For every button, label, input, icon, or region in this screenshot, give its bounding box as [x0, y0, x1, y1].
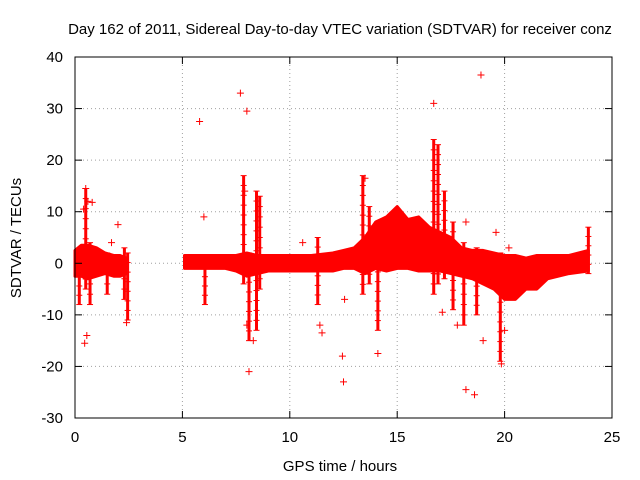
data-point: [505, 244, 513, 252]
x-tick-label: 5: [178, 429, 186, 446]
data-point: [249, 337, 257, 345]
data-band-block-1: [73, 243, 129, 281]
y-tick-label: -20: [41, 358, 63, 375]
data-point: [114, 221, 122, 229]
x-axis-label: GPS time / hours: [283, 458, 397, 475]
data-point: [471, 391, 479, 399]
x-tick-label: 10: [281, 429, 298, 446]
y-tick-label: 30: [46, 101, 63, 118]
data-point: [462, 386, 470, 394]
data-point: [453, 321, 461, 329]
data-point: [108, 239, 116, 247]
data-point: [245, 368, 253, 376]
data-point: [82, 185, 90, 193]
data-point: [316, 321, 324, 329]
data-point: [81, 339, 89, 347]
chart-title: Day 162 of 2011, Sidereal Day-to-day VTE…: [68, 21, 612, 38]
data-point: [479, 337, 487, 345]
data-point: [83, 331, 91, 339]
data-point: [318, 329, 326, 337]
data-point: [501, 326, 509, 334]
x-tick-label: 0: [71, 429, 79, 446]
data-point: [243, 107, 251, 115]
y-tick-label: 0: [55, 255, 63, 272]
plot-frame: [74, 56, 613, 419]
data-points: [73, 71, 592, 399]
data-point: [84, 197, 92, 205]
y-tick-label: -30: [41, 410, 63, 427]
data-point: [477, 71, 485, 79]
data-point: [340, 378, 347, 386]
data-point: [338, 352, 346, 360]
data-point: [88, 198, 96, 206]
data-point: [497, 360, 505, 368]
y-tick-label: -10: [41, 307, 63, 324]
data-point: [236, 89, 244, 97]
data-point: [361, 174, 369, 182]
data-point: [492, 228, 500, 236]
y-tick-label: 20: [46, 152, 63, 169]
data-point: [430, 99, 438, 107]
data-point: [299, 239, 307, 247]
y-tick-label: 10: [46, 204, 63, 221]
data-point: [196, 117, 204, 125]
grid-lines: [75, 57, 612, 418]
data-point: [243, 321, 251, 329]
y-axis-label: SDTVAR / TECUs: [8, 178, 25, 298]
data-point: [374, 350, 382, 358]
data-point: [462, 218, 470, 226]
y-tick-label: 40: [46, 49, 63, 66]
data-point: [438, 308, 446, 316]
data-point: [341, 295, 349, 303]
x-tick-label: 25: [604, 429, 621, 446]
data-point: [200, 213, 208, 221]
axis-ticks: 0 5 10 15 20 25 -30 -20 -10 0 10 20 30 40: [41, 49, 620, 446]
data-point: [80, 205, 88, 213]
x-tick-label: 15: [389, 429, 406, 446]
x-tick-label: 20: [496, 429, 513, 446]
data-point: [123, 319, 131, 327]
data-point: [241, 187, 249, 195]
